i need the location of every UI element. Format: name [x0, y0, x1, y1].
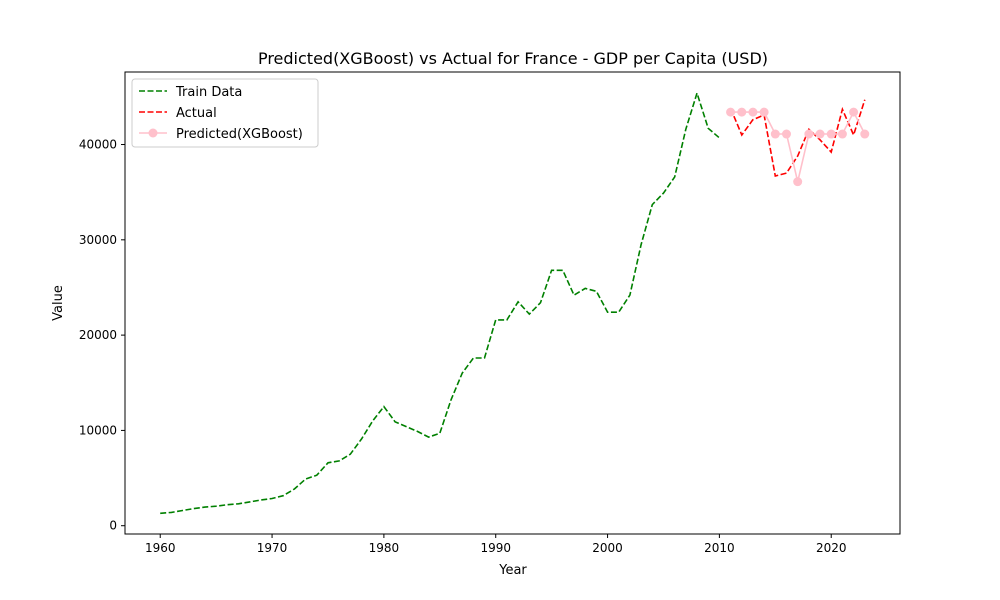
y-tick-label: 0	[109, 519, 117, 533]
legend: Train Data Actual Predicted(XGBoost)	[131, 78, 319, 148]
y-tick-label: 20000	[79, 328, 117, 342]
predicted-point	[826, 129, 836, 139]
predicted-point	[737, 107, 747, 117]
predicted-point	[860, 129, 870, 139]
y-tick-label: 10000	[79, 423, 117, 437]
legend-label-actual: Actual	[176, 106, 217, 121]
x-tick-label: 1990	[480, 541, 511, 555]
x-tick-label: 1960	[145, 541, 176, 555]
legend-box	[131, 78, 319, 148]
predicted-point	[837, 129, 847, 139]
x-tick-label: 1970	[257, 541, 288, 555]
y-axis: 0 10000 20000 30000 40000	[79, 138, 125, 533]
x-tick-label: 1980	[369, 541, 400, 555]
y-axis-label: Value	[51, 285, 66, 321]
legend-label-predicted: Predicted(XGBoost)	[176, 127, 303, 142]
plot-frame	[124, 71, 901, 535]
x-tick-label: 2020	[816, 541, 847, 555]
predicted-point	[770, 129, 780, 139]
predicted-point	[781, 129, 791, 139]
legend-marker-predicted	[148, 128, 158, 138]
chart-title: Predicted(XGBoost) vs Actual for France …	[258, 49, 768, 68]
x-axis-label: Year	[498, 563, 527, 578]
predicted-point	[804, 129, 814, 139]
plot-area	[160, 90, 870, 515]
predicted-point	[793, 177, 803, 187]
x-tick-label: 2010	[704, 541, 735, 555]
x-tick-label: 2000	[592, 541, 623, 555]
predicted-point	[849, 107, 859, 117]
y-tick-label: 40000	[79, 138, 117, 152]
predicted-point	[748, 107, 758, 117]
predicted-point	[759, 107, 769, 117]
predicted-point	[726, 107, 736, 117]
predicted-point	[815, 129, 825, 139]
y-tick-label: 30000	[79, 233, 117, 247]
legend-label-train: Train Data	[175, 85, 242, 100]
series-line-0	[160, 90, 720, 515]
series-line-1	[729, 99, 866, 177]
x-axis: 1960 1970 1980 1990 2000 2010 2020	[145, 534, 847, 555]
